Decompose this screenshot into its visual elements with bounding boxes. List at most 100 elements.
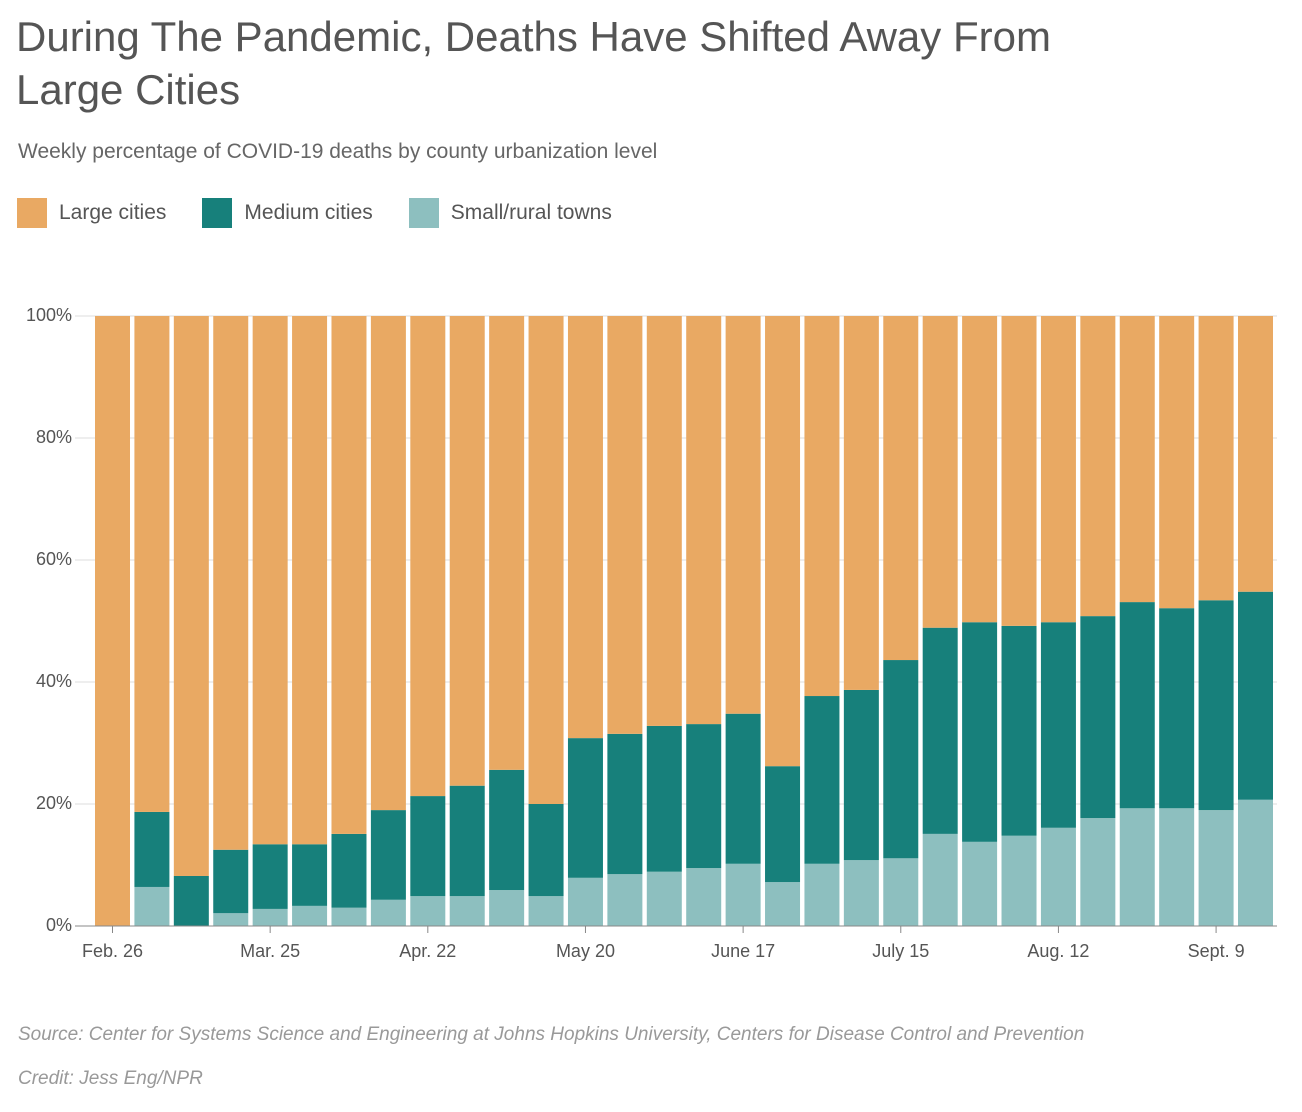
- legend-swatch: [408, 198, 439, 228]
- legend-item: Small/rural towns: [408, 198, 612, 228]
- source: Source: Center for Systems Science and E…: [18, 1024, 1085, 1045]
- bar-segment: [489, 769, 525, 891]
- x-tick-label: June 17: [711, 941, 775, 961]
- bar-segment: [646, 725, 682, 872]
- y-tick-label: 40%: [36, 671, 72, 691]
- chart-subtitle: Weekly percentage of COVID-19 deaths by …: [18, 140, 658, 163]
- bar-segment: [1238, 591, 1273, 800]
- bar-segment: [725, 316, 761, 714]
- bar-segment: [449, 785, 485, 897]
- bar-segment: [1040, 827, 1076, 926]
- bar-segment: [95, 316, 130, 926]
- bar-segment: [922, 833, 958, 926]
- bar-segment: [1159, 608, 1195, 809]
- bar-segment: [213, 913, 249, 926]
- bar-segment: [331, 316, 367, 834]
- legend: Large cities Medium cities Small/rural tow…: [17, 198, 612, 228]
- bar-segment: [646, 316, 682, 726]
- bar-segment: [134, 811, 170, 887]
- bar-segment: [528, 804, 564, 897]
- bar-segment: [370, 899, 406, 926]
- bar-segment: [725, 863, 761, 926]
- y-tick-label: 80%: [36, 427, 72, 447]
- bar-segment: [213, 849, 249, 914]
- bar-segment: [370, 316, 406, 811]
- bar-segment: [1238, 799, 1273, 926]
- bar-segment: [804, 696, 840, 864]
- x-tick-label: Mar. 25: [240, 941, 300, 961]
- bar-segment: [1159, 316, 1195, 609]
- bar-segment: [1119, 602, 1155, 809]
- bar-segment: [134, 316, 170, 812]
- bar-segment: [922, 316, 958, 628]
- bar-segment: [449, 316, 485, 786]
- bar-segment: [1001, 625, 1037, 836]
- bar-segment: [1001, 316, 1037, 626]
- legend-swatch: [202, 198, 233, 228]
- bar-segment: [567, 316, 603, 739]
- bar-segment: [173, 875, 209, 926]
- bar-segment: [1198, 810, 1234, 926]
- legend-swatch: [17, 198, 47, 228]
- bar-segment: [686, 316, 722, 725]
- bar-segment: [489, 890, 525, 926]
- x-tick-label: Feb. 26: [82, 941, 143, 961]
- bar-segment: [686, 724, 722, 869]
- x-tick-label: Apr. 22: [399, 941, 456, 961]
- bar-segment: [962, 841, 998, 926]
- bar-segment: [883, 858, 919, 926]
- bar-segment: [962, 622, 998, 842]
- bar-segment: [1040, 316, 1076, 623]
- bar-segment: [1080, 316, 1116, 617]
- x-tick-label: Aug. 12: [1027, 941, 1089, 961]
- bar-segment: [213, 316, 249, 850]
- bar-segment: [567, 877, 603, 926]
- bar-segment: [331, 833, 367, 908]
- bar-segment: [292, 905, 328, 926]
- bar-segment: [765, 316, 801, 767]
- bar-segment: [804, 316, 840, 697]
- bar-segment: [449, 896, 485, 926]
- bar-segment: [331, 907, 367, 926]
- legend-label: Medium cities: [244, 201, 373, 224]
- legend-label: Small/rural towns: [450, 201, 612, 224]
- y-tick-label: 20%: [36, 793, 72, 813]
- bar-segment: [725, 713, 761, 864]
- y-tick-label: 0%: [46, 915, 72, 935]
- bar-segment: [962, 316, 998, 623]
- y-tick-label: 100%: [26, 305, 72, 325]
- bar-segment: [252, 908, 288, 926]
- bar-segment: [252, 316, 288, 845]
- bar-segment: [607, 874, 643, 926]
- bar-segment: [843, 689, 879, 861]
- bar-segment: [1198, 600, 1234, 811]
- bar-segment: [1159, 808, 1195, 926]
- bar-segment: [410, 896, 446, 926]
- legend-item: Large cities: [17, 198, 166, 228]
- credit: Credit: Jess Eng/NPR: [18, 1068, 203, 1089]
- bar-segment: [410, 796, 446, 897]
- bar-segment: [607, 733, 643, 875]
- bar-segment: [370, 810, 406, 900]
- chart-title: During The Pandemic, Deaths Have Shifted…: [16, 13, 1051, 113]
- bar-segment: [1238, 316, 1273, 592]
- legend-item: Medium cities: [202, 198, 373, 228]
- bar-segment: [1040, 622, 1076, 828]
- bar-segment: [410, 316, 446, 797]
- bar-segment: [883, 316, 919, 661]
- y-tick-label: 60%: [36, 549, 72, 569]
- bar-segment: [528, 316, 564, 804]
- bar-segment: [686, 868, 722, 926]
- bar-segment: [489, 316, 525, 770]
- bar-segment: [922, 627, 958, 834]
- bar-segment: [1001, 835, 1037, 926]
- bar-segment: [765, 882, 801, 926]
- bar-segment: [1119, 808, 1155, 926]
- x-tick-label: July 15: [872, 941, 929, 961]
- bar-segment: [1080, 818, 1116, 926]
- bar-segment: [804, 863, 840, 926]
- bar-segment: [134, 886, 170, 926]
- bar-segment: [607, 316, 643, 734]
- bar-segment: [883, 660, 919, 859]
